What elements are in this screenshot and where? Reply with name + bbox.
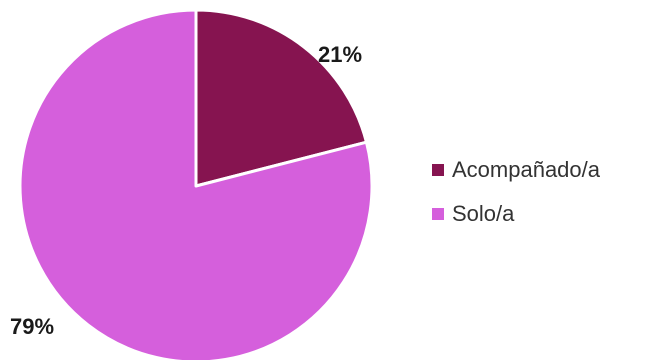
legend-item-solo: Solo/a bbox=[432, 201, 600, 226]
legend-label-acompanado: Acompañado/a bbox=[452, 157, 600, 182]
legend-swatch-acompanado bbox=[432, 164, 444, 176]
slice-label-solo: 79% bbox=[10, 314, 54, 339]
pie-labels: 21% 79% bbox=[10, 42, 362, 339]
legend-label-solo: Solo/a bbox=[452, 201, 515, 226]
legend-item-acompanado: Acompañado/a bbox=[432, 157, 600, 182]
pie-slice-solo bbox=[18, 8, 374, 360]
pie-slices bbox=[18, 8, 374, 360]
slice-label-acompanado: 21% bbox=[318, 42, 362, 67]
legend-swatch-solo bbox=[432, 208, 444, 220]
chart-legend: Acompañado/a Solo/a bbox=[432, 157, 600, 246]
pie-slice-acompanado bbox=[194, 8, 368, 188]
